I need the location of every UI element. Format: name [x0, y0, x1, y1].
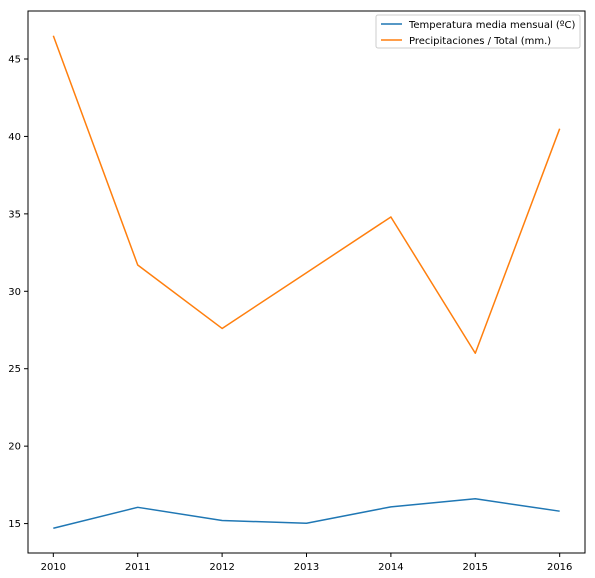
legend-label-precipitaciones: Precipitaciones / Total (mm.): [409, 36, 551, 47]
legend-box: [375, 14, 581, 49]
x-tick-label: 2010: [41, 562, 66, 573]
y-axis: 15 20 25 30 35 40 45: [8, 55, 28, 530]
y-tick-label: 40: [8, 132, 21, 143]
series-layer: [52, 35, 561, 529]
y-tick-label: 30: [8, 287, 21, 298]
x-tick-label: 2014: [378, 562, 403, 573]
y-tick-label: 25: [8, 364, 21, 375]
x-axis: 2010 2011 2012 2013 2014 2015 2016: [41, 553, 572, 573]
legend: Temperatura media mensual (ºC) Precipita…: [375, 14, 581, 49]
y-tick-label: 45: [8, 55, 21, 66]
x-tick-label: 2012: [209, 562, 234, 573]
plot-area: [27, 10, 586, 554]
x-tick-label: 2013: [294, 562, 319, 573]
legend-label-temperatura: Temperatura media mensual (ºC): [408, 20, 576, 31]
x-tick-label: 2015: [463, 562, 488, 573]
y-tick-label: 15: [8, 519, 21, 530]
y-tick-label: 35: [8, 209, 21, 220]
x-tick-label: 2016: [547, 562, 572, 573]
x-tick-label: 2011: [125, 562, 150, 573]
y-tick-label: 20: [8, 442, 21, 453]
series-line-temperatura: [53, 498, 560, 529]
series-line-precipitaciones: [52, 35, 561, 354]
